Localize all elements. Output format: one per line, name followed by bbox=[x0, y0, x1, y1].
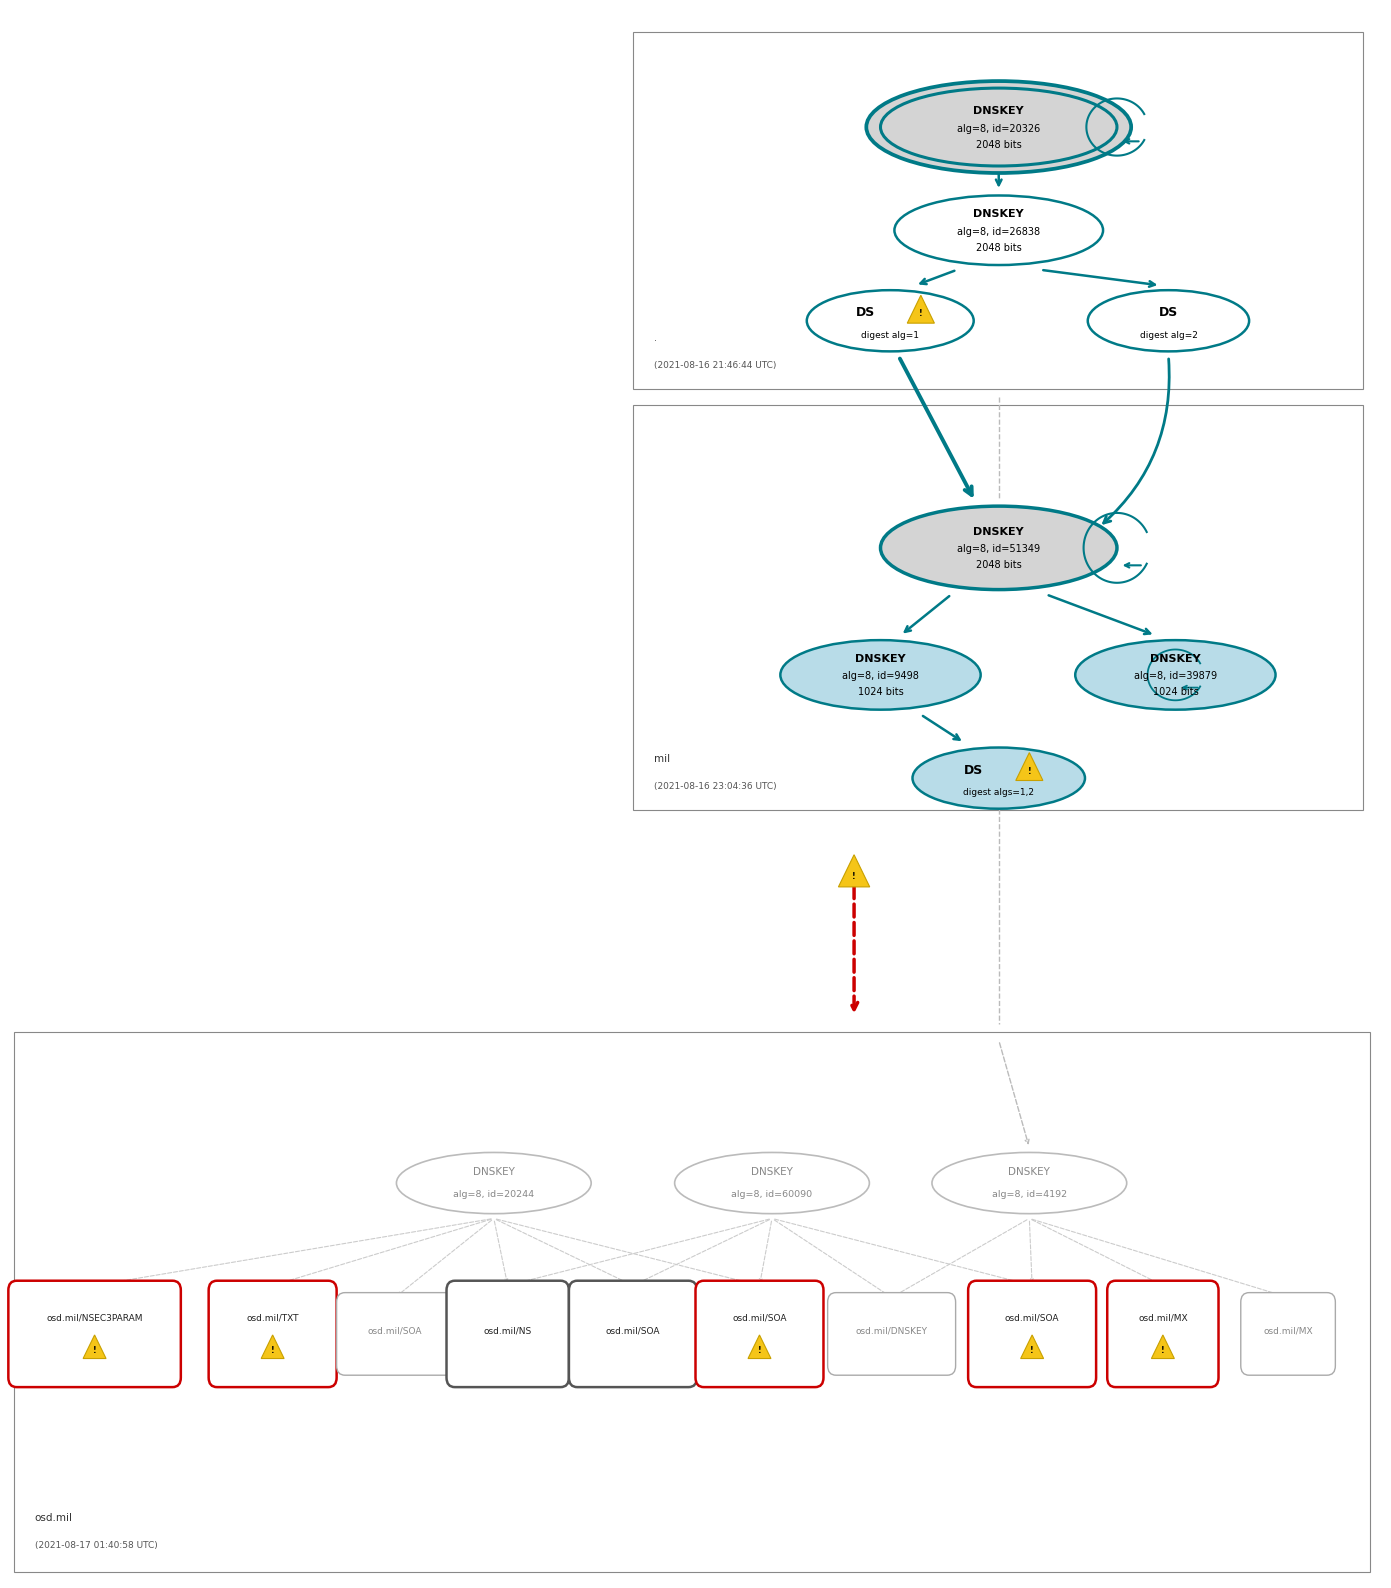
Text: DNSKEY: DNSKEY bbox=[974, 106, 1024, 116]
Ellipse shape bbox=[1075, 640, 1276, 710]
Ellipse shape bbox=[932, 1153, 1127, 1213]
Ellipse shape bbox=[807, 291, 974, 351]
FancyBboxPatch shape bbox=[968, 1280, 1096, 1388]
Text: DNSKEY: DNSKEY bbox=[473, 1167, 515, 1177]
Text: (2021-08-16 23:04:36 UTC): (2021-08-16 23:04:36 UTC) bbox=[654, 783, 776, 791]
Text: osd.mil/TXT: osd.mil/TXT bbox=[246, 1313, 299, 1323]
FancyBboxPatch shape bbox=[828, 1293, 956, 1375]
Text: osd.mil/NS: osd.mil/NS bbox=[484, 1326, 531, 1336]
Ellipse shape bbox=[396, 1153, 591, 1213]
Text: alg=8, id=9498: alg=8, id=9498 bbox=[842, 672, 919, 681]
Polygon shape bbox=[1152, 1336, 1174, 1359]
Text: !: ! bbox=[93, 1347, 96, 1355]
Ellipse shape bbox=[1088, 291, 1249, 351]
Text: osd.mil/SOA: osd.mil/SOA bbox=[1004, 1313, 1060, 1323]
Polygon shape bbox=[1021, 1336, 1043, 1359]
Polygon shape bbox=[748, 1336, 771, 1359]
Text: DS: DS bbox=[1159, 306, 1178, 319]
Text: !: ! bbox=[758, 1347, 761, 1355]
Text: digest alg=1: digest alg=1 bbox=[861, 330, 919, 340]
Polygon shape bbox=[907, 295, 935, 324]
Text: (2021-08-17 01:40:58 UTC): (2021-08-17 01:40:58 UTC) bbox=[35, 1542, 157, 1550]
Text: DS: DS bbox=[964, 764, 983, 777]
Ellipse shape bbox=[881, 87, 1117, 167]
Ellipse shape bbox=[867, 81, 1131, 173]
FancyBboxPatch shape bbox=[696, 1280, 823, 1388]
FancyBboxPatch shape bbox=[633, 32, 1363, 389]
Text: !: ! bbox=[1028, 767, 1031, 775]
Text: !: ! bbox=[1031, 1347, 1034, 1355]
Ellipse shape bbox=[675, 1153, 869, 1213]
Text: DNSKEY: DNSKEY bbox=[974, 210, 1024, 219]
Text: DNSKEY: DNSKEY bbox=[751, 1167, 793, 1177]
Text: DS: DS bbox=[855, 306, 875, 319]
Text: !: ! bbox=[853, 872, 855, 881]
Text: digest algs=1,2: digest algs=1,2 bbox=[963, 788, 1035, 797]
Text: 1024 bits: 1024 bits bbox=[1153, 688, 1198, 697]
Text: osd.mil/DNSKEY: osd.mil/DNSKEY bbox=[855, 1326, 928, 1336]
Text: alg=8, id=39879: alg=8, id=39879 bbox=[1134, 672, 1217, 681]
Text: 2048 bits: 2048 bits bbox=[976, 140, 1021, 149]
Text: !: ! bbox=[1161, 1347, 1164, 1355]
Text: !: ! bbox=[271, 1347, 274, 1355]
FancyBboxPatch shape bbox=[8, 1280, 181, 1388]
Text: osd.mil/SOA: osd.mil/SOA bbox=[367, 1326, 423, 1336]
Text: .: . bbox=[654, 333, 657, 343]
Polygon shape bbox=[1015, 753, 1043, 780]
FancyBboxPatch shape bbox=[1241, 1293, 1335, 1375]
Polygon shape bbox=[839, 854, 869, 886]
Polygon shape bbox=[83, 1336, 106, 1359]
Polygon shape bbox=[262, 1336, 284, 1359]
FancyBboxPatch shape bbox=[1107, 1280, 1219, 1388]
Text: alg=8, id=20326: alg=8, id=20326 bbox=[957, 124, 1040, 133]
Text: alg=8, id=20244: alg=8, id=20244 bbox=[453, 1189, 534, 1199]
Ellipse shape bbox=[912, 748, 1085, 808]
Text: alg=8, id=26838: alg=8, id=26838 bbox=[957, 227, 1040, 237]
FancyBboxPatch shape bbox=[14, 1032, 1370, 1572]
Text: alg=8, id=60090: alg=8, id=60090 bbox=[732, 1189, 812, 1199]
Text: osd.mil/MX: osd.mil/MX bbox=[1138, 1313, 1188, 1323]
Text: (2021-08-16 21:46:44 UTC): (2021-08-16 21:46:44 UTC) bbox=[654, 362, 776, 370]
FancyBboxPatch shape bbox=[209, 1280, 337, 1388]
Ellipse shape bbox=[780, 640, 981, 710]
Text: DNSKEY: DNSKEY bbox=[1150, 654, 1200, 664]
Text: !: ! bbox=[919, 310, 922, 318]
Text: alg=8, id=51349: alg=8, id=51349 bbox=[957, 545, 1040, 554]
Text: osd.mil/MX: osd.mil/MX bbox=[1263, 1326, 1313, 1336]
Text: 2048 bits: 2048 bits bbox=[976, 561, 1021, 570]
Text: osd.mil/NSEC3PARAM: osd.mil/NSEC3PARAM bbox=[46, 1313, 143, 1323]
Text: digest alg=2: digest alg=2 bbox=[1139, 330, 1198, 340]
Ellipse shape bbox=[894, 195, 1103, 265]
Text: mil: mil bbox=[654, 754, 670, 764]
Ellipse shape bbox=[881, 507, 1117, 589]
Text: DNSKEY: DNSKEY bbox=[974, 527, 1024, 537]
Text: DNSKEY: DNSKEY bbox=[1008, 1167, 1050, 1177]
FancyBboxPatch shape bbox=[337, 1293, 453, 1375]
Text: 2048 bits: 2048 bits bbox=[976, 243, 1021, 252]
Text: osd.mil/SOA: osd.mil/SOA bbox=[605, 1326, 661, 1336]
FancyBboxPatch shape bbox=[569, 1280, 697, 1388]
Text: 1024 bits: 1024 bits bbox=[858, 688, 903, 697]
Text: osd.mil/SOA: osd.mil/SOA bbox=[732, 1313, 787, 1323]
FancyBboxPatch shape bbox=[447, 1280, 569, 1388]
FancyBboxPatch shape bbox=[633, 405, 1363, 810]
Text: DNSKEY: DNSKEY bbox=[855, 654, 906, 664]
Text: alg=8, id=4192: alg=8, id=4192 bbox=[992, 1189, 1067, 1199]
Text: osd.mil: osd.mil bbox=[35, 1513, 72, 1523]
